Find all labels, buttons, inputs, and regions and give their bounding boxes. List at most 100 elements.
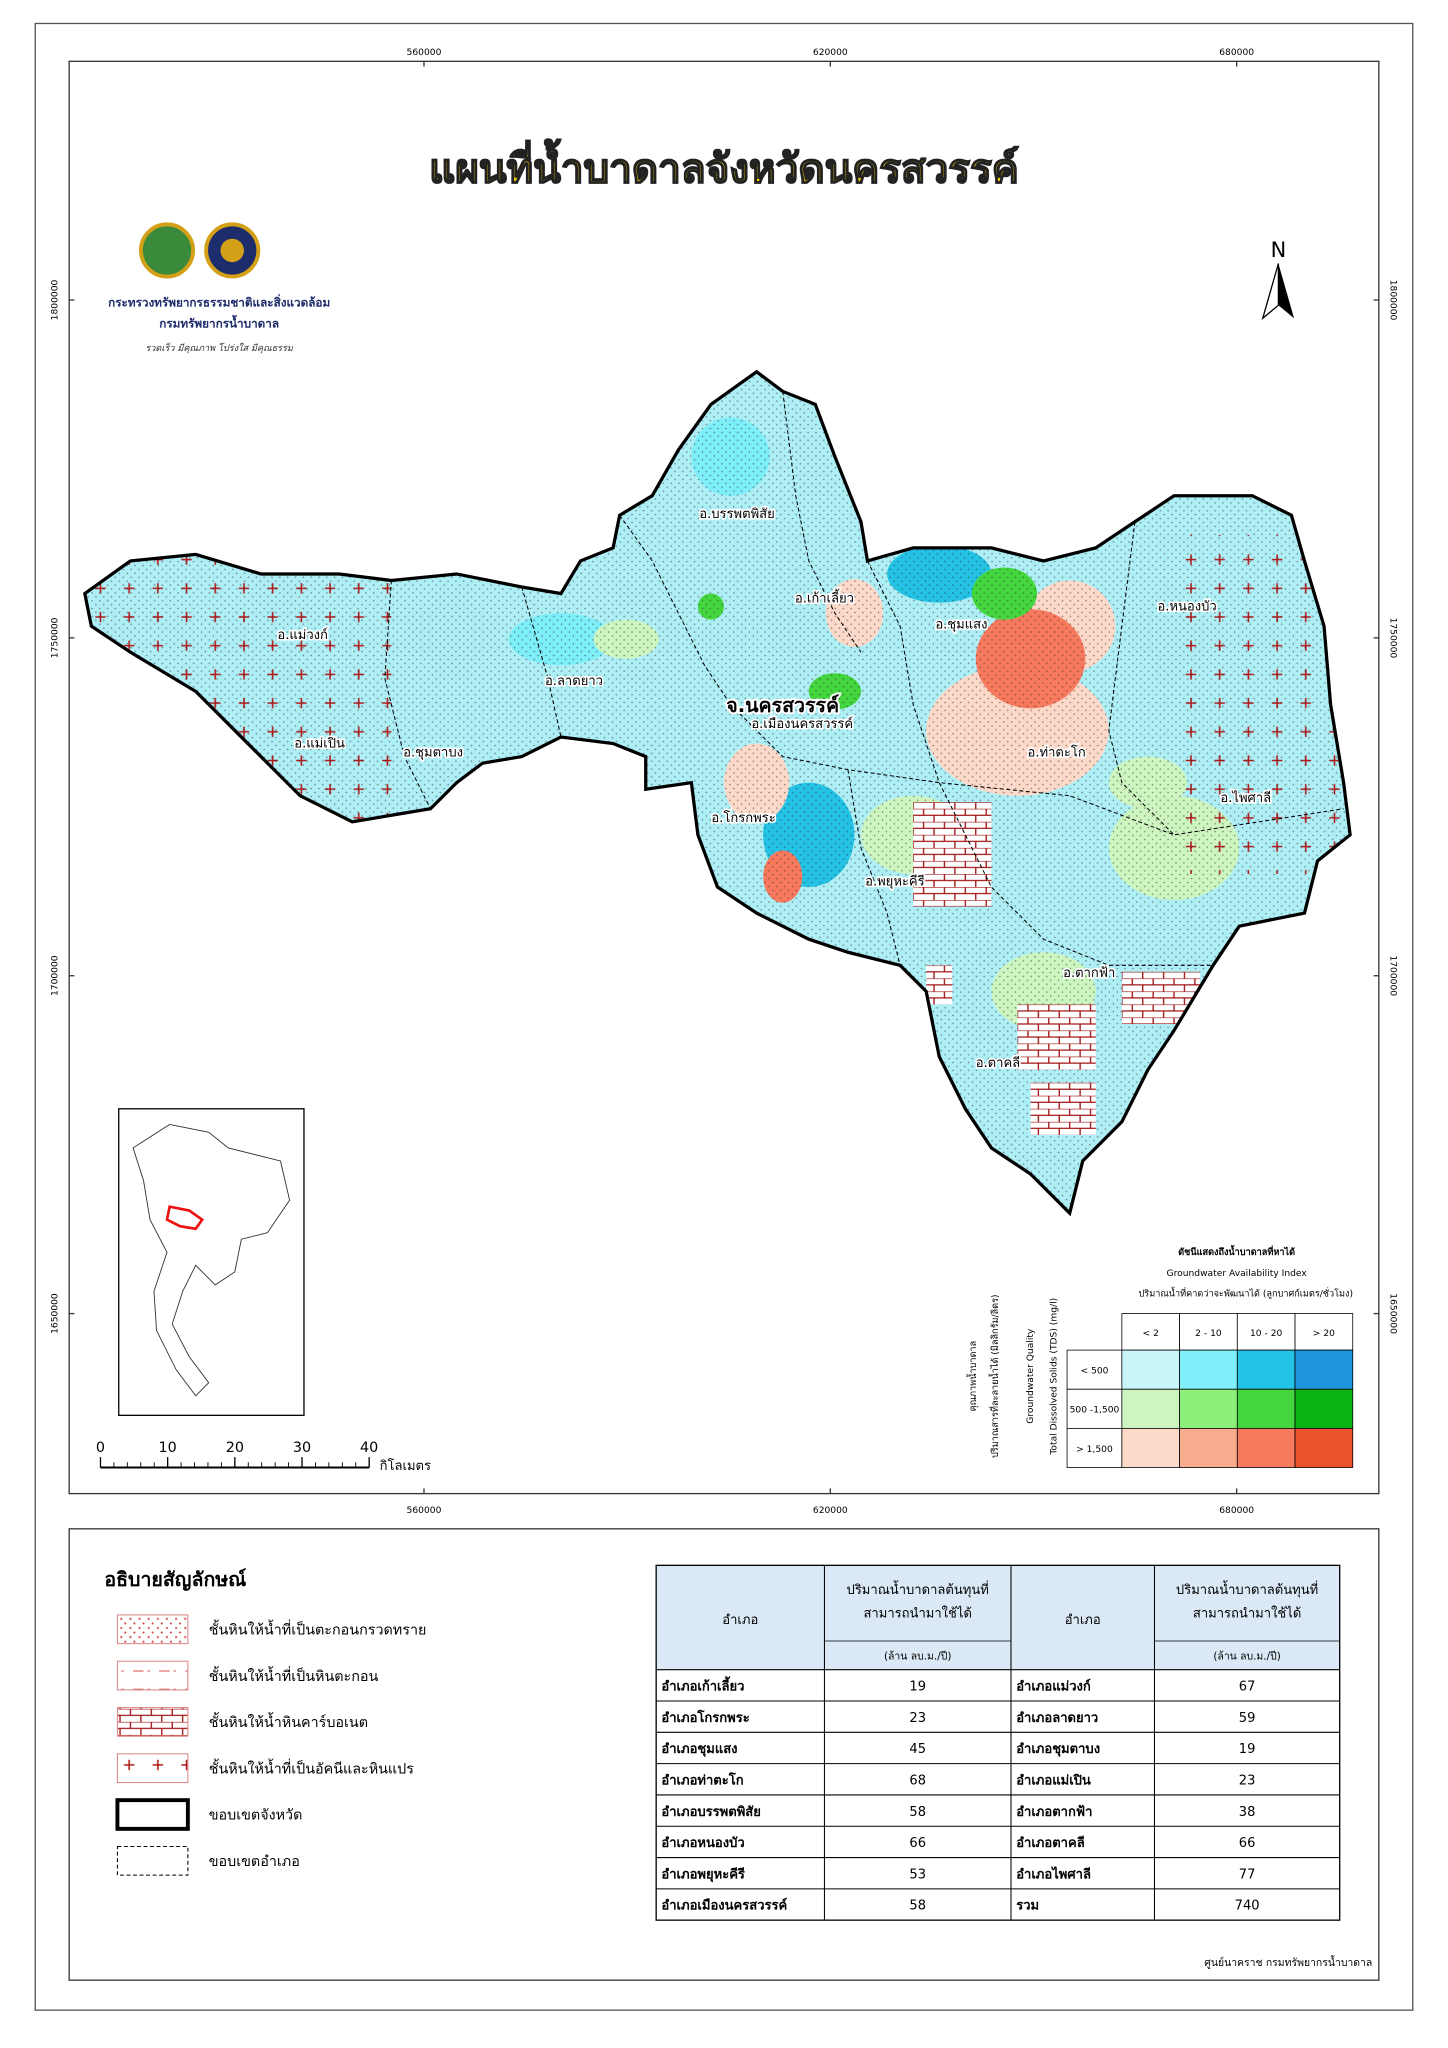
row-title: Groundwater Quality — [1026, 1328, 1036, 1424]
table-cell: 23 — [909, 1711, 926, 1726]
index-swatch — [1179, 1427, 1238, 1468]
table-header: อำเภอ — [722, 1613, 758, 1628]
table-header: อำเภอ — [1065, 1613, 1101, 1628]
index-swatch — [1121, 1349, 1180, 1390]
tspan: สามารถนำมาใช้ได้ — [863, 1606, 971, 1622]
legend-cell — [1294, 1313, 1354, 1351]
rect — [84, 371, 1351, 1214]
table-cell: 740 — [1235, 1899, 1260, 1914]
table-unit: (ล้าน ลบ.ม./ปี) — [1213, 1649, 1280, 1662]
district-label: อ.ตากฟ้า — [1063, 966, 1115, 981]
legend-cell — [1066, 1427, 1123, 1468]
district-label: อ.ท่าตะโก — [1028, 745, 1086, 761]
coordinate-label: 680000 — [1219, 48, 1254, 58]
table-cell: 19 — [909, 1680, 926, 1695]
legend-swatch — [116, 1845, 189, 1876]
ministry: กระทรวงทรัพยากรธรรมชาติและสิ่งแวดล้อม — [108, 294, 330, 310]
table-cell: 45 — [909, 1742, 926, 1757]
coordinate-label: 560000 — [407, 1506, 442, 1516]
tspan: ปริมาณน้ำบาดาลต้นทุนที่ — [847, 1580, 989, 1598]
north-arrow — [1261, 263, 1280, 321]
path — [132, 1123, 291, 1397]
legend-title: Groundwater Availability Index — [1167, 1269, 1308, 1279]
row-label: 500 -1,500 — [1070, 1406, 1120, 1416]
table-cell: อำเภอแม่วงก์ — [1016, 1679, 1091, 1695]
table-cell: 23 — [1239, 1773, 1256, 1788]
scale-bar: 0 10 20 30 40กิโลเมตร — [96, 1440, 431, 1474]
index-swatch — [1121, 1427, 1180, 1468]
coordinate-label: 1650000 — [50, 1293, 60, 1334]
table-cell: 77 — [1239, 1867, 1256, 1882]
index-swatch — [1236, 1388, 1296, 1429]
coordinate-label: 1800000 — [50, 280, 60, 321]
department: กรมทรัพยากรน้ำบาดาล — [159, 314, 279, 330]
district-label: อ.ชุมแสง — [935, 618, 987, 633]
district-label: อ.ลาดยาว — [545, 674, 603, 689]
symbol-legend: ชั้นหินให้น้ำที่เป็นตะกอนกรวดทรายชั้นหิน… — [115, 1614, 427, 1876]
table-cell: อำเภอเมืองนครสวรรค์ — [661, 1898, 787, 1914]
table-cell: อำเภอเก้าเลี้ยว — [661, 1676, 744, 1695]
district-label: อ.ไพศาลี — [1220, 790, 1271, 806]
table-cell: 66 — [909, 1836, 926, 1851]
province-label: จ.นครสวรรค์ — [726, 694, 839, 717]
table-cell: 19 — [1239, 1742, 1256, 1757]
scale-label: 30 — [293, 1440, 311, 1456]
coordinate-label: 1800000 — [1388, 280, 1398, 321]
coordinate-label: 1700000 — [50, 955, 60, 996]
map-title: แผนที่น้ำบาดาลจังหวัดนครสวรรค์ — [429, 139, 1019, 193]
index-swatch — [1179, 1349, 1238, 1390]
row-title: ปริมาณสารที่ละลายน้ำได้ (มิลลิกรัม/ลิตร) — [987, 1294, 1001, 1458]
table-cell: 53 — [909, 1867, 926, 1882]
district-label: อ.บรรพตพิสัย — [699, 507, 774, 522]
outer-border — [34, 22, 1414, 2011]
legend-label: ชั้นหินให้น้ำหินคาร์บอเนต — [209, 1712, 368, 1731]
rect — [1030, 1082, 1096, 1135]
groundwater-table: อำเภอ อำเภอ ปริมาณน้ำบาดาลต้นทุนที่สามารถน… — [655, 1564, 1341, 1921]
logos — [138, 222, 261, 279]
index-swatch — [1236, 1427, 1296, 1468]
legend-label: ชั้นหินให้น้ำที่เป็นหินตะกอน — [209, 1666, 379, 1685]
row-title: คุณภาพน้ำบาดาล — [965, 1341, 979, 1412]
table-cell: อำเภอตาคลี — [1016, 1835, 1085, 1851]
table-cell: อำเภอชุมตาบง — [1016, 1741, 1100, 1757]
table-cell: รวม — [1016, 1899, 1039, 1914]
district-labels: อ.บรรพตพิสัยอ.เก้าเลี้ยวอ.ชุมแสง อ.หนองบั… — [276, 505, 1273, 1072]
index-swatch — [1121, 1388, 1180, 1429]
polyline — [847, 769, 901, 966]
table-header: ปริมาณน้ำบาดาลต้นทุนที่สามารถนำมาใช้ได้ — [1176, 1580, 1318, 1621]
coordinate-label: 1750000 — [50, 617, 60, 658]
table-cell: อำเภอบรรพตพิสัย — [661, 1804, 761, 1820]
legend-frame — [68, 1528, 1380, 1981]
table-header: ปริมาณน้ำบาดาลต้นทุนที่สามารถนำมาใช้ได้ — [847, 1580, 989, 1621]
north-arrow — [1278, 263, 1295, 319]
legend-swatch — [116, 1753, 189, 1784]
table-cell: 58 — [909, 1899, 926, 1914]
table-cell: 38 — [1239, 1805, 1256, 1820]
polyline — [521, 586, 562, 738]
table-border — [655, 1564, 1341, 1921]
legend-title: อธิบายสัญลักษณ์ — [104, 1568, 246, 1591]
coordinate-label: 620000 — [813, 48, 848, 58]
motto: รวดเร็ว มีคุณภาพ โปร่งใส มีคุณธรรม — [145, 342, 294, 354]
map-frame — [68, 60, 1380, 1495]
row-title: Total Dissolved Solids (TDS) (mg/l) — [1050, 1298, 1060, 1456]
table-cell: อำเภอไพศาลี — [1016, 1865, 1091, 1882]
g — [384, 391, 1344, 966]
column-label: 2 - 10 — [1195, 1329, 1222, 1339]
north-label: N — [1271, 238, 1287, 262]
circle — [138, 222, 196, 279]
legend-label: ชั้นหินให้น้ำที่เป็นตะกอนกรวดทราย — [209, 1619, 427, 1638]
inset-map — [132, 1123, 291, 1397]
district-label: อ.โกรกพระ — [711, 810, 775, 826]
coordinate-ticks: 560000 560000 620000 620000 680000 680000 1800… — [50, 48, 1397, 1516]
district-label: อ.พยุหะคีรี — [865, 874, 925, 890]
table-cell: อำเภอท่าตะโก — [661, 1771, 743, 1788]
tspan: สามารถนำมาใช้ได้ — [1193, 1606, 1301, 1622]
table-cell: 59 — [1239, 1711, 1256, 1726]
district-label: อ.เมืองนครสวรรค์ — [751, 716, 853, 732]
polyline — [938, 782, 1214, 966]
legend-swatch — [116, 1660, 189, 1691]
coordinate-label: 1700000 — [1388, 955, 1398, 996]
path — [165, 1205, 205, 1231]
